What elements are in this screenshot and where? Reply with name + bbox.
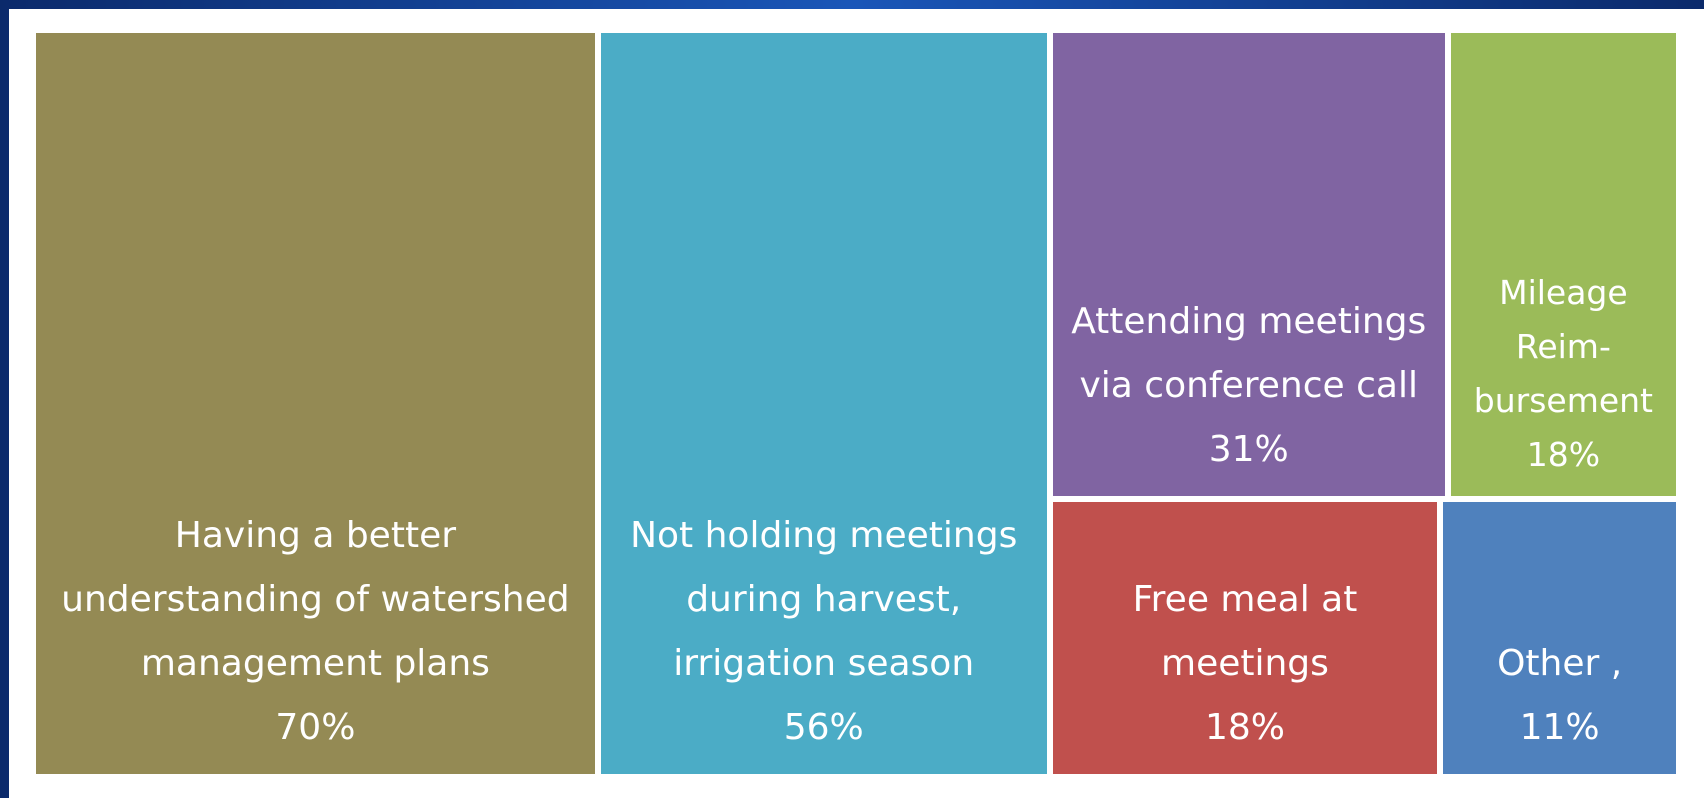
treemap-cell: Mileage Reim-bursement 18% bbox=[1450, 33, 1676, 497]
treemap-cell: Free meal at meetings 18% bbox=[1052, 502, 1438, 774]
cell-label: Attending meetings via conference call bbox=[1071, 301, 1427, 407]
cell-value-label: 11% bbox=[1519, 706, 1600, 748]
cell-label: Other , bbox=[1497, 642, 1623, 684]
cell-label: Not holding meetings during harvest, irr… bbox=[630, 515, 1018, 684]
cell-value-label: 18% bbox=[1526, 435, 1601, 475]
chart-panel: Having a better understanding of watersh… bbox=[9, 9, 1704, 798]
cell-value-label: 70% bbox=[275, 707, 356, 748]
cell-value-label: 18% bbox=[1204, 706, 1285, 748]
cell-label: Free meal at meetings bbox=[1132, 578, 1358, 684]
cell-value-label: 56% bbox=[783, 707, 864, 748]
treemap-cell: Not holding meetings during harvest, irr… bbox=[600, 33, 1047, 774]
cell-value-label: 31% bbox=[1208, 429, 1289, 471]
treemap-cell: Attending meetings via conference call 31… bbox=[1052, 33, 1445, 497]
cell-label: Having a better understanding of watersh… bbox=[61, 515, 570, 684]
cell-label: Mileage Reim-bursement bbox=[1473, 273, 1653, 421]
treemap-cell: Other , 11% bbox=[1443, 502, 1676, 774]
treemap-cell: Having a better understanding of watersh… bbox=[36, 33, 595, 774]
